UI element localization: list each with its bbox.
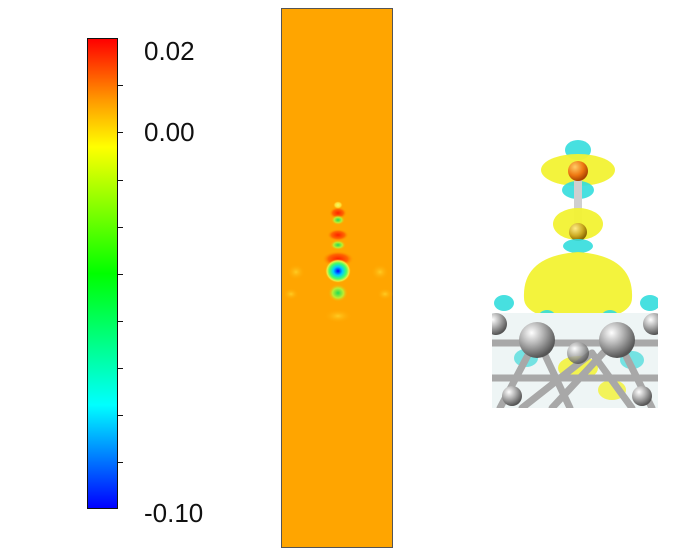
- colorbar-tick: [117, 180, 123, 181]
- colorbar-tick: [117, 415, 123, 416]
- slice-feature-green: [328, 284, 348, 302]
- colorbar-tick: [117, 321, 123, 322]
- slice-feature-faint: [377, 288, 393, 300]
- colorbar-tick: [117, 462, 123, 463]
- colorbar-tick: [117, 274, 123, 275]
- slice-feature-green: [330, 240, 346, 250]
- colorbar: [87, 38, 118, 509]
- cyan-lobe: [640, 295, 658, 311]
- colorbar-tick: [117, 85, 123, 86]
- colorbar-zero-label: 0.00: [144, 117, 195, 147]
- cyan-lobe: [563, 239, 593, 253]
- metal-atom: [643, 313, 658, 335]
- oxygen-atom: [568, 161, 588, 181]
- slice-feature-faint: [324, 309, 352, 323]
- charge-density-slice: [281, 8, 393, 548]
- cyan-lobe: [494, 295, 514, 311]
- slice-feature-red: [327, 229, 349, 241]
- metal-atom: [567, 342, 589, 364]
- colorbar-tick: [117, 227, 123, 228]
- slice-feature-red: [329, 207, 347, 219]
- colorbar-tick: [117, 368, 123, 369]
- carbon-atom: [569, 223, 587, 241]
- slice-feature-faint: [287, 264, 305, 280]
- metal-atom: [502, 386, 522, 406]
- metal-atom: [519, 322, 555, 358]
- slice-feature-green: [331, 215, 345, 225]
- bond: [574, 174, 582, 224]
- colorbar-tick: [117, 132, 123, 133]
- metal-atom: [599, 322, 635, 358]
- slice-feature-faint: [371, 264, 389, 280]
- slice-feature-blue: [325, 259, 351, 283]
- metal-atom: [492, 313, 507, 335]
- slice-feature-yellow: [333, 201, 343, 209]
- yellow-dome: [523, 252, 633, 322]
- slice-feature-faint: [283, 288, 299, 300]
- metal-atom: [632, 386, 652, 406]
- colorbar-min-label: -0.10: [144, 498, 204, 528]
- isosurface-render: [492, 140, 658, 408]
- colorbar-max-label: 0.02: [144, 36, 195, 66]
